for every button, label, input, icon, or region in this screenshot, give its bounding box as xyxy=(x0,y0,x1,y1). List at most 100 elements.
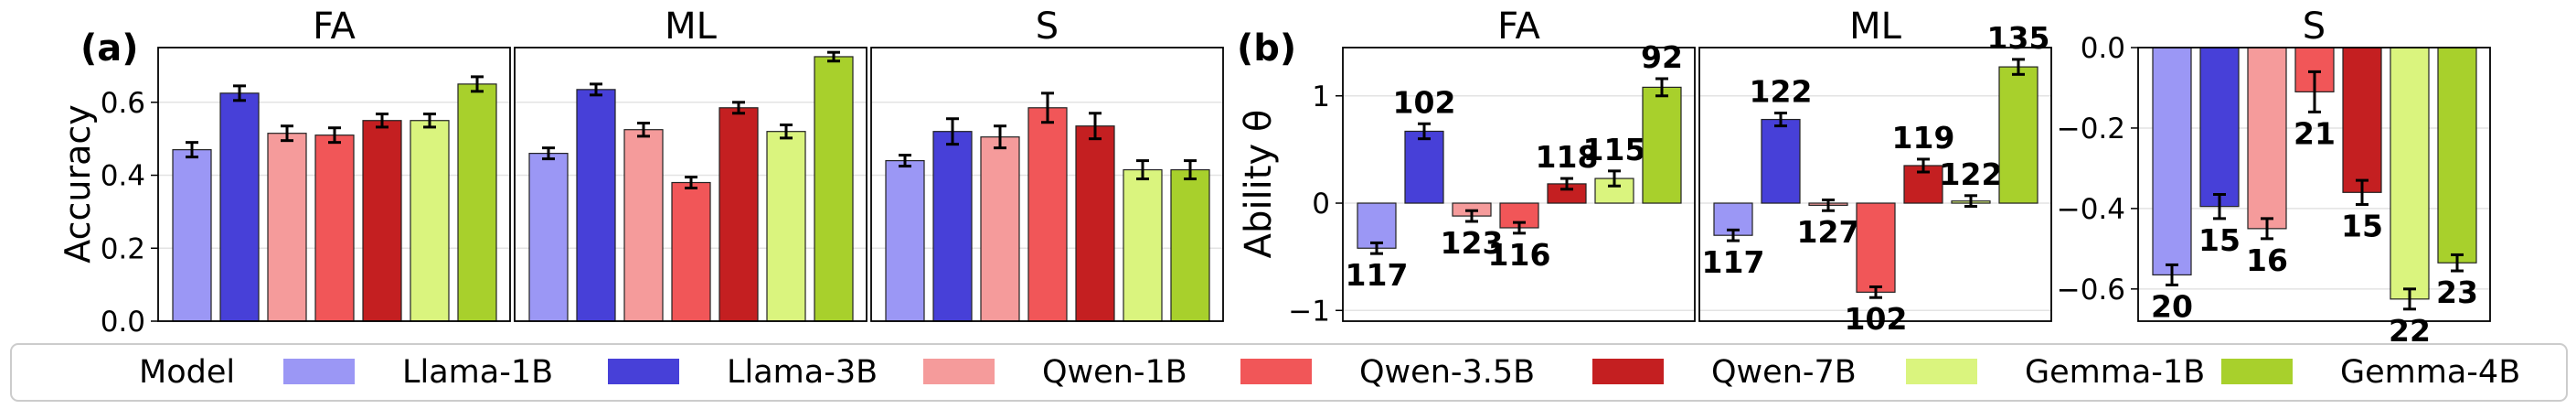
error-bar xyxy=(1136,159,1149,181)
bar-llama-3b xyxy=(932,131,973,322)
bar-gemma-1b xyxy=(1123,168,1163,322)
bar-llama-1b xyxy=(1357,202,1397,249)
error-bar xyxy=(2213,192,2226,221)
y-tick-label: −0.2 xyxy=(2057,113,2125,145)
data-label: 117 xyxy=(1346,257,1409,293)
bar-llama-3b xyxy=(1761,118,1801,204)
data-label: 122 xyxy=(1940,156,2003,192)
error-bar xyxy=(1184,159,1197,181)
error-bar xyxy=(732,101,745,115)
data-label: 102 xyxy=(1845,301,1908,337)
y-tick-label: 0.0 xyxy=(101,306,145,339)
bar-llama-1b xyxy=(528,153,569,322)
y-tick-label: 1 xyxy=(1312,81,1330,113)
legend-entry: Qwen-3.5B xyxy=(1359,354,1535,391)
error-bar xyxy=(1964,194,1977,209)
panel-label: (a) xyxy=(80,27,139,70)
error-bar xyxy=(1869,285,1882,299)
bar-gemma-4b xyxy=(2437,47,2477,264)
y-tick-label: 0.6 xyxy=(101,87,145,120)
y-axis-label: Ability θ xyxy=(1238,110,1280,259)
subplot-ml: ML xyxy=(514,5,868,322)
bar-gemma-4b xyxy=(1998,66,2038,204)
bar-llama-1b xyxy=(885,159,925,322)
error-bar xyxy=(899,154,911,168)
legend-swatch-qwen-1b xyxy=(923,359,995,384)
subplot-fa: 0.0 0.2 0.4 0.6 FA xyxy=(101,5,511,339)
data-label: 117 xyxy=(1702,244,1765,280)
subplot-title: ML xyxy=(665,5,718,48)
legend-swatch-qwen-7b xyxy=(1592,359,1664,384)
error-bar xyxy=(233,84,246,102)
bar-gemma-4b xyxy=(1642,86,1682,204)
bar-qwen-3.5b xyxy=(1856,202,1896,293)
error-bar xyxy=(827,50,840,63)
y-tick-label: −0.6 xyxy=(2057,274,2125,307)
data-label: 122 xyxy=(1750,74,1813,110)
axes-frame xyxy=(514,47,868,322)
bar-qwen-3.5b xyxy=(1027,107,1068,322)
data-label: 102 xyxy=(1393,84,1456,120)
error-bar xyxy=(780,124,793,140)
bar-gemma-1b xyxy=(766,131,806,322)
legend-swatch-gemma-1b xyxy=(1906,359,1977,384)
bar-llama-3b xyxy=(576,89,616,322)
bar-qwen-7b xyxy=(719,107,759,322)
error-bar xyxy=(1041,91,1054,124)
error-bar xyxy=(685,176,697,189)
error-bar xyxy=(637,122,650,138)
bar-llama-1b xyxy=(2152,47,2192,276)
axes-frame xyxy=(1342,47,1696,322)
error-bar xyxy=(1089,112,1102,141)
subplot-title: ML xyxy=(1849,5,1902,48)
panel-a: 0.0 0.2 0.4 0.6 FA ML S (a) Accuracy xyxy=(58,5,1224,339)
legend-entry: Gemma-4B xyxy=(2340,354,2520,391)
error-bar xyxy=(2308,70,2321,113)
error-bar xyxy=(2356,178,2368,206)
bar-llama-3b xyxy=(219,92,260,322)
y-tick-label: 0 xyxy=(1312,188,1330,221)
subplot-title: FA xyxy=(313,5,356,48)
bar-qwen-3.5b xyxy=(671,181,711,322)
error-bar xyxy=(946,117,959,146)
subplot-title: S xyxy=(1036,5,1059,48)
error-bar xyxy=(2403,287,2416,311)
error-bar xyxy=(1774,112,1787,128)
bar-qwen-1b xyxy=(623,129,664,322)
data-label: 118 xyxy=(1536,139,1599,175)
data-label: 116 xyxy=(1488,237,1551,273)
error-bar xyxy=(1608,169,1621,188)
error-bar xyxy=(1418,122,1431,141)
error-bar xyxy=(1513,221,1526,235)
data-label: 15 xyxy=(2341,208,2383,243)
legend-swatch-gemma-4b xyxy=(2221,359,2293,384)
error-bar xyxy=(994,124,1006,150)
bar-qwen-3.5b xyxy=(314,135,355,322)
legend-entry: Qwen-7B xyxy=(1711,354,1857,391)
bar-llama-1b xyxy=(172,149,212,322)
axes-frame xyxy=(2137,47,2491,322)
subplot-s: S xyxy=(870,5,1224,322)
data-label: 23 xyxy=(2436,274,2478,310)
bar-qwen-1b xyxy=(2247,47,2287,230)
error-bar xyxy=(328,126,341,145)
bar-qwen-1b xyxy=(267,133,307,322)
subplot-title: S xyxy=(2303,5,2326,48)
error-bar xyxy=(376,113,389,129)
legend-title: Model xyxy=(139,354,235,391)
legend-entry: Llama-3B xyxy=(727,354,878,391)
legend-entry: Qwen-1B xyxy=(1042,354,1187,391)
data-label: 119 xyxy=(1892,120,1955,156)
y-axis-label: Accuracy xyxy=(58,104,98,264)
y-tick-label: 0.0 xyxy=(2081,32,2125,65)
error-bar xyxy=(423,113,436,129)
legend-entry: Llama-1B xyxy=(402,354,553,391)
data-label: 123 xyxy=(1441,225,1504,261)
bar-gemma-1b xyxy=(2390,47,2430,300)
error-bar xyxy=(1370,241,1383,255)
bar-gemma-4b xyxy=(814,56,854,322)
bar-gemma-4b xyxy=(1170,168,1210,322)
